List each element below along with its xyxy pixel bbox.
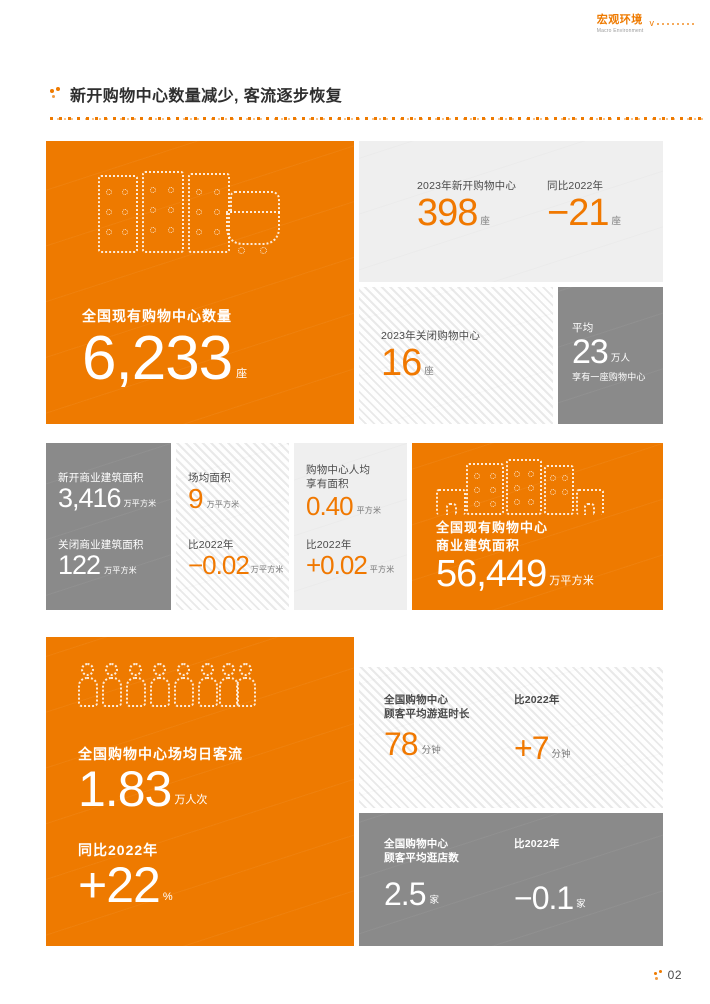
dwell-yoy-label: 比2022年 (514, 694, 560, 706)
store-visits-unit: 家 (429, 894, 440, 906)
store-visits-label-2: 顾客平均逛店数 (384, 852, 459, 865)
avg-people-value: 23 (572, 333, 609, 372)
footer-dots-icon (653, 969, 663, 981)
page-number: 02 (667, 968, 682, 982)
card-new-malls: 2023年新开购物中心 398 座 同比2022年 −21 座 (359, 141, 663, 282)
percap-yoy-label: 比2022年 (306, 539, 352, 551)
mall-buildings-cart-icon (98, 167, 288, 259)
card-total-area: 全国现有购物中心 商业建筑面积 56,449 万平方米 (412, 443, 663, 610)
chevron-down-icon: v (649, 18, 655, 28)
closed-2023-unit: 座 (424, 366, 434, 378)
percap-yoy-value: +0.02 (306, 550, 368, 581)
avg-people-sub: 享有一座购物中心 (572, 372, 646, 383)
watermark (176, 443, 289, 610)
avg-area-value: 9 (188, 483, 204, 515)
closed-2023-value: 16 (381, 342, 422, 385)
card-new-closed-area: 新开商业建筑面积 3,416 万平方米 关闭商业建筑面积 122 万平方米 (46, 443, 171, 610)
watermark (46, 443, 171, 610)
bullet-dots-icon (50, 87, 62, 101)
total-malls-unit: 座 (236, 367, 248, 380)
traffic-yoy-unit: % (162, 891, 173, 904)
total-malls-value: 6,233 (82, 323, 233, 393)
percap-area-label-2: 享有面积 (306, 478, 349, 491)
new-area-value: 3,416 (58, 483, 122, 514)
section-header-text: 宏观环境 Macro Environment (597, 14, 644, 34)
total-area-label-2: 商业建筑面积 (436, 537, 521, 553)
traffic-yoy-value: +22 (78, 856, 161, 913)
new-area-unit: 万平方米 (123, 498, 157, 508)
yoy-2022-value: −21 (547, 192, 609, 235)
dwell-time-unit: 分钟 (421, 744, 441, 756)
people-crowd-icon (78, 663, 268, 711)
page-footer: 02 (653, 968, 682, 982)
percap-area-value: 0.40 (306, 491, 354, 522)
yoy-2022-unit: 座 (611, 216, 622, 228)
percap-yoy-unit: 平方米 (369, 564, 395, 574)
total-area-unit: 万平方米 (549, 575, 595, 588)
card-store-visits: 全国购物中心 顾客平均逛店数 2.5 家 比2022年 −0.1 家 (359, 813, 663, 946)
avg-people-unit: 万人 (610, 353, 631, 365)
card-avg-people: 平均 23 万人 享有一座购物中心 (558, 287, 663, 424)
avg-area-yoy-label: 比2022年 (188, 539, 234, 551)
closed-area-unit: 万平方米 (104, 565, 137, 575)
page-title-row: 新开购物中心数量减少, 客流逐步恢复 (50, 82, 342, 106)
visits-yoy-unit: 家 (576, 898, 586, 910)
new-2023-label: 2023年新开购物中心 (417, 180, 517, 192)
title-divider (50, 117, 706, 120)
avg-area-yoy-unit: 万平方米 (250, 564, 284, 574)
stats-grid: 全国现有购物中心数量 6,233 座 2023年新开购物中心 398 座 同比2… (46, 141, 663, 946)
avg-area-yoy-value: −0.02 (188, 550, 250, 581)
dwell-yoy-value: +7 (514, 730, 549, 767)
card-daily-traffic: 全国购物中心场均日客流 1.83 万人次 同比2022年 +22 % (46, 637, 354, 946)
closed-area-value: 122 (58, 550, 101, 581)
section-header: 宏观环境 Macro Environment v (597, 14, 694, 34)
dwell-yoy-unit: 分钟 (551, 748, 571, 760)
yoy-2022-label: 同比2022年 (547, 180, 604, 192)
section-title-en: Macro Environment (596, 28, 644, 35)
daily-traffic-label: 全国购物中心场均日客流 (78, 746, 243, 762)
new-area-label: 新开商业建筑面积 (58, 472, 144, 484)
daily-traffic-value: 1.83 (78, 760, 172, 817)
closed-2023-label: 2023年关闭购物中心 (381, 330, 481, 342)
store-visits-value: 2.5 (384, 876, 426, 913)
visits-yoy-value: −0.1 (514, 880, 574, 917)
percap-area-label-1: 购物中心人均 (306, 464, 371, 476)
dwell-time-label-2: 顾客平均游逛时长 (384, 708, 470, 721)
avg-area-label: 场均面积 (188, 472, 231, 484)
dwell-time-label-1: 全国购物中心 (384, 694, 449, 706)
store-visits-label-1: 全国购物中心 (384, 838, 449, 850)
daily-traffic-unit: 万人次 (174, 794, 208, 807)
avg-area-unit: 万平方米 (206, 499, 240, 509)
card-avg-area: 场均面积 9 万平方米 比2022年 −0.02 万平方米 (176, 443, 289, 610)
card-total-malls: 全国现有购物中心数量 6,233 座 (46, 141, 354, 424)
traffic-yoy-label: 同比2022年 (78, 842, 159, 858)
section-title-cn: 宏观环境 (596, 14, 643, 26)
city-skyline-icon (436, 457, 604, 515)
new-2023-unit: 座 (480, 216, 491, 228)
card-percap-area: 购物中心人均 享有面积 0.40 平方米 比2022年 +0.02 平方米 (294, 443, 407, 610)
card-closed-malls: 2023年关闭购物中心 16 座 (359, 287, 553, 424)
visits-yoy-label: 比2022年 (514, 838, 560, 850)
header-dot-decoration: v (649, 14, 694, 28)
closed-area-label: 关闭商业建筑面积 (58, 539, 144, 551)
new-2023-value: 398 (417, 192, 478, 235)
avg-people-label: 平均 (572, 322, 594, 334)
total-malls-label: 全国现有购物中心数量 (82, 308, 232, 324)
total-area-label-1: 全国现有购物中心 (436, 520, 549, 535)
percap-area-unit: 平方米 (356, 506, 382, 516)
dot-line-icon (657, 22, 694, 25)
dwell-time-value: 78 (384, 726, 419, 763)
total-area-value: 56,449 (436, 553, 547, 596)
page-title: 新开购物中心数量减少, 客流逐步恢复 (70, 88, 343, 105)
card-dwell-time: 全国购物中心 顾客平均游逛时长 78 分钟 比2022年 +7 分钟 (359, 667, 663, 808)
